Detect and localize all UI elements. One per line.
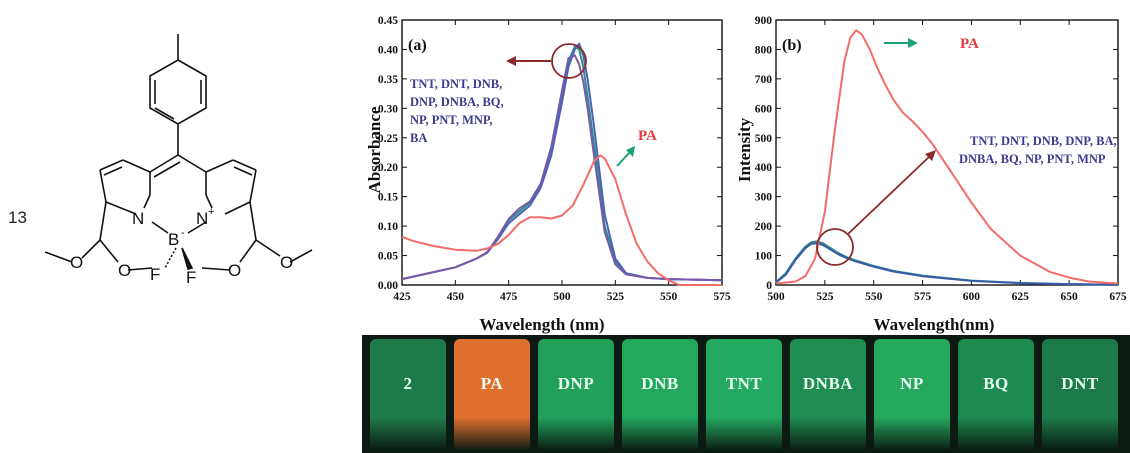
arrow-head [925,150,936,161]
highlight-circle [551,43,587,79]
atom-boron: B [168,230,179,249]
x-axis-title: Wavelength (nm) [479,315,604,334]
annotation-pa: PA [960,36,979,52]
atom-f-right: F [186,268,196,287]
annotation-pa: PA [638,128,657,144]
annotation-group-line: TNT, DNT, DNB, DNP, BA, [970,134,1117,148]
y-tick-label: 800 [755,44,773,56]
plot-frame [401,19,723,286]
vial-label: BQ [983,374,1009,393]
vial: TNT [706,339,782,451]
atom-o4: O [280,253,293,272]
series-line [775,242,1119,286]
y-axis-title: Absorbance [365,106,384,193]
arrow-line [847,155,931,235]
absorbance-chart: 425 450 475 500 525 550 575 0.00 0.05 0.10 0.15 0.2… [365,15,731,334]
panel-b-tag: (b) [782,37,802,54]
x-tick-label: 575 [914,291,932,303]
vial-label: PA [480,374,504,393]
x-tick-label: 575 [713,291,731,303]
panel-a-tag: (a) [408,37,427,54]
atom-f-left: F [150,265,160,284]
annotation-group-line: DNP, DNBA, BQ, [410,95,504,109]
highlight-circle [816,228,854,266]
y-axis-title: Intensity [735,117,754,182]
x-tick-label: 475 [500,291,518,303]
annotation-group-line: BA [410,131,427,145]
vial: DNT [1042,339,1118,451]
y-tick-label: 600 [755,103,773,115]
vial: NP [874,339,950,451]
series-line [401,42,723,282]
y-tick-label: 0.45 [378,15,398,27]
x-tick-label: 625 [1012,291,1029,303]
x-tick-label: 425 [393,291,411,303]
vial-label: DNT [1061,374,1099,393]
y-tick-label: 200 [755,221,773,233]
annotation-group-line: NP, PNT, MNP, [410,113,493,127]
x-tick-label: 550 [865,291,883,303]
atom-n-left: N [132,209,144,228]
y-tick-label: 700 [755,74,773,86]
annotation-group-line: TNT, DNT, DNB, [410,77,502,91]
y-tick-label: 0.25 [378,133,398,145]
y-tick-label: 300 [755,192,773,204]
pa-arrow-line [616,151,631,167]
atom-n-right: N [196,209,208,228]
x-tick-label: 525 [816,291,834,303]
pa-arrow-head [626,146,635,157]
n-right-charge: + [208,206,214,218]
y-tick-label: 0.00 [378,280,398,292]
y-tick-label: 0.15 [378,192,398,204]
atom-o3: O [228,261,241,280]
x-tick-label: 500 [553,291,571,303]
y-tick-label: 0.35 [378,74,398,86]
vial-label: DNBA [802,374,854,393]
x-tick-label: 675 [1109,291,1127,303]
vial-label: 2 [403,374,413,393]
arrow-head [506,56,516,66]
series-line [775,29,1119,285]
vial-label: DNB [641,374,679,393]
atom-o2: O [118,261,131,280]
vial: DNP [538,339,614,451]
y-tick-label: 0.05 [378,251,398,263]
y-tick-label: 0.20 [378,162,398,174]
x-tick-label: 500 [767,291,785,303]
compound-number: 13 [8,208,27,227]
atom-o1: O [70,253,83,272]
vial-label: DNP [557,374,595,393]
y-tick-label: 100 [755,251,773,263]
boron-charge: - [181,227,185,239]
y-tick-label: 900 [755,15,773,27]
series-line [401,54,723,282]
x-tick-label: 600 [963,291,981,303]
annotation-group-line: DNBA, BQ, NP, PNT, MNP [959,152,1106,166]
y-tick-label: 400 [755,162,773,174]
y-tick-label: 0 [766,280,772,292]
pa-arrow-head [908,38,918,48]
x-tick-label: 650 [1061,291,1079,303]
intensity-chart: 500 525 550 575 600 625 650 675 0 100 200 300 400 500… [735,15,1127,334]
x-tick-label: 525 [607,291,625,303]
vial: BQ [958,339,1034,451]
x-axis-title: Wavelength(nm) [874,315,995,334]
vial-label: NP [900,374,924,393]
x-tick-label: 550 [660,291,678,303]
vial: DNB [622,339,698,451]
vial: DNBA [790,339,866,451]
molecule-structure: N B - N + F F O O O O [44,34,313,287]
y-tick-label: 0.30 [378,103,398,115]
y-tick-label: 0.40 [378,44,398,56]
x-tick-label: 450 [447,291,465,303]
series-line [401,154,722,286]
vial: PA [454,339,530,451]
vial: 2 [370,339,446,451]
vial-photo: 2 PA DNP DNB TNT DNBA NP BQ DNT [362,335,1130,453]
y-tick-label: 500 [755,133,773,145]
vial-label: TNT [725,374,763,393]
y-tick-label: 0.10 [378,221,398,233]
